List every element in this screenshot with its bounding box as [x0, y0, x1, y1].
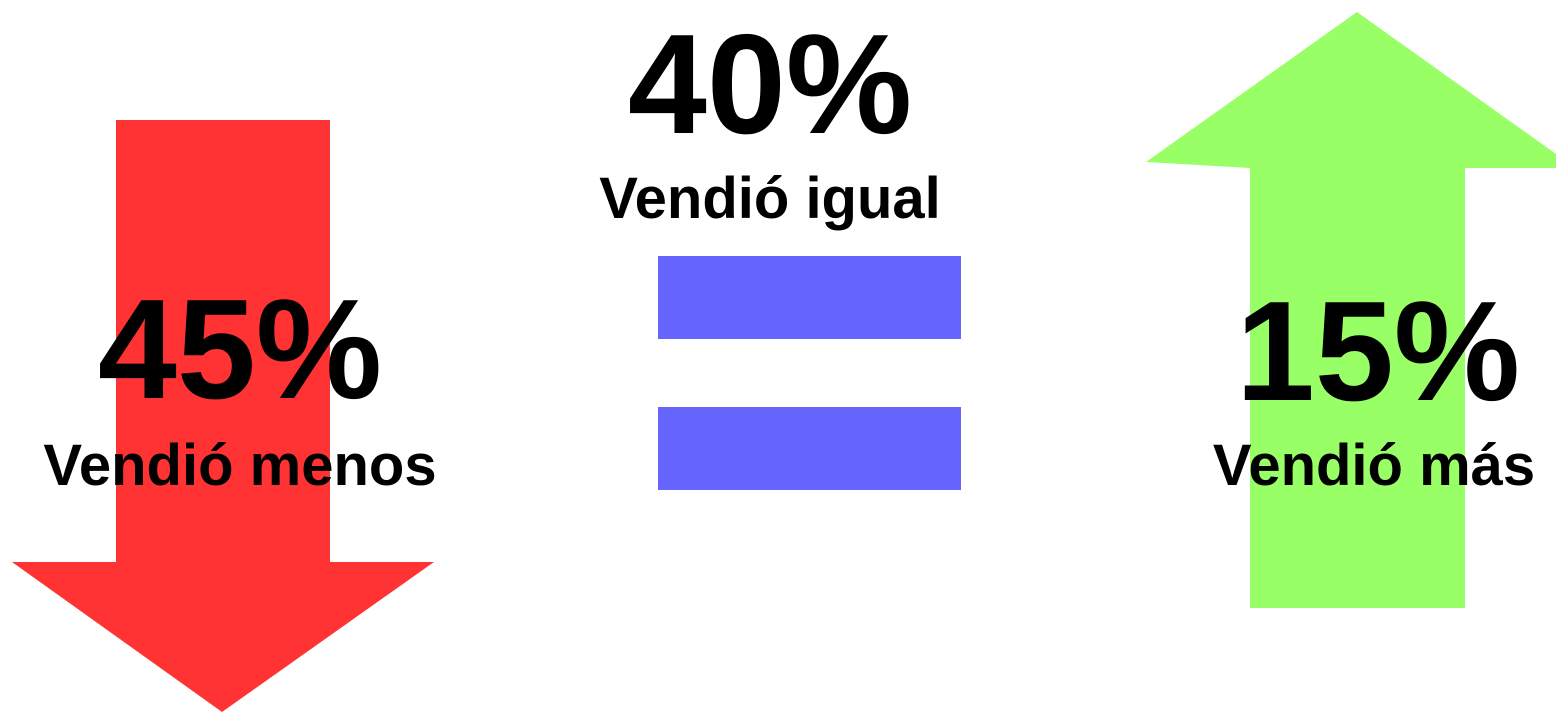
down-arrow	[12, 120, 434, 712]
label: Vendió igual	[599, 166, 941, 231]
label: Vendió más	[1213, 433, 1535, 498]
percent: 40%	[628, 5, 912, 164]
label: Vendió menos	[43, 433, 436, 498]
percent: 45%	[98, 270, 382, 429]
equals-bar	[658, 256, 961, 339]
percent: 15%	[1236, 272, 1520, 431]
up-arrow	[1146, 12, 1556, 608]
equals-bar	[658, 407, 961, 490]
